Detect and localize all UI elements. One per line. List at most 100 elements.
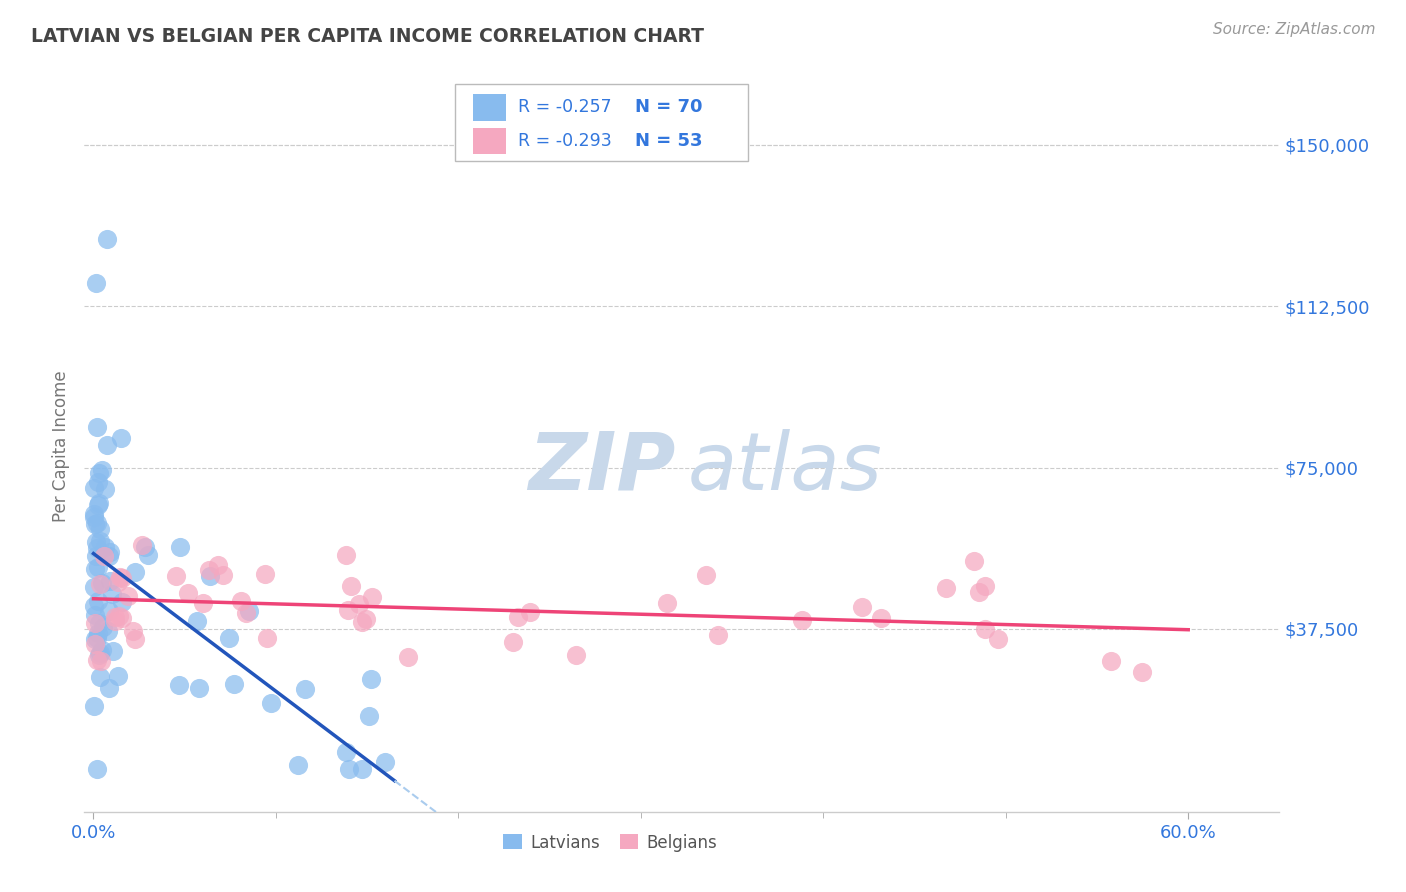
Point xyxy=(335,548,357,562)
Point xyxy=(706,628,728,642)
Point xyxy=(869,610,891,624)
Point xyxy=(90,654,112,668)
Point xyxy=(96,232,118,246)
Point xyxy=(357,709,380,723)
Point xyxy=(229,593,252,607)
Point xyxy=(967,585,990,599)
Point xyxy=(256,632,278,646)
Point xyxy=(87,498,110,512)
Point xyxy=(86,516,108,530)
Point xyxy=(165,568,187,582)
Point xyxy=(111,595,134,609)
Point xyxy=(86,419,108,434)
Point xyxy=(177,586,200,600)
Point xyxy=(260,697,283,711)
Point xyxy=(86,631,108,645)
Point xyxy=(86,626,108,640)
Point xyxy=(89,533,111,548)
Point xyxy=(97,549,120,563)
Point xyxy=(790,613,813,627)
Text: R = -0.257: R = -0.257 xyxy=(519,98,612,116)
Point xyxy=(91,463,114,477)
Point xyxy=(103,644,125,658)
Point xyxy=(86,535,108,549)
Point xyxy=(198,564,221,578)
Point xyxy=(360,672,382,686)
Point xyxy=(191,596,214,610)
Point xyxy=(124,566,146,580)
Point xyxy=(101,587,124,601)
Point xyxy=(207,558,229,572)
Point xyxy=(100,574,122,589)
Point xyxy=(104,614,127,628)
Point xyxy=(84,637,107,651)
Point xyxy=(87,466,110,480)
FancyBboxPatch shape xyxy=(472,95,506,120)
Point xyxy=(87,559,110,574)
Point xyxy=(396,649,419,664)
Point xyxy=(111,611,134,625)
Point xyxy=(1099,654,1122,668)
Point xyxy=(134,540,156,554)
Y-axis label: Per Capita Income: Per Capita Income xyxy=(52,370,70,522)
FancyBboxPatch shape xyxy=(472,128,506,154)
Point xyxy=(238,604,260,618)
Point xyxy=(136,548,159,562)
Point xyxy=(89,646,111,660)
Point xyxy=(91,643,114,657)
Point xyxy=(356,611,378,625)
Point xyxy=(83,581,105,595)
Point xyxy=(695,568,717,582)
Point xyxy=(169,540,191,554)
Point xyxy=(974,579,997,593)
Point xyxy=(83,481,105,495)
Point xyxy=(212,567,235,582)
Point xyxy=(187,681,209,695)
Point xyxy=(91,620,114,634)
Point xyxy=(84,632,107,646)
Point xyxy=(97,624,120,639)
Point xyxy=(87,594,110,608)
Point xyxy=(91,575,114,590)
Point xyxy=(111,570,134,584)
Point xyxy=(987,632,1010,647)
Point xyxy=(222,677,245,691)
Point xyxy=(84,276,107,290)
Point xyxy=(93,540,115,554)
Point xyxy=(86,541,108,555)
Point xyxy=(97,681,120,695)
Point xyxy=(340,579,363,593)
Point xyxy=(96,438,118,452)
Point xyxy=(361,590,384,604)
Point xyxy=(186,615,208,629)
Point xyxy=(84,562,107,576)
Point xyxy=(89,670,111,684)
Point xyxy=(374,756,396,770)
Point xyxy=(98,545,121,559)
Point xyxy=(84,615,107,630)
Point xyxy=(84,608,107,623)
Point xyxy=(506,609,529,624)
Point xyxy=(935,581,957,595)
Text: N = 53: N = 53 xyxy=(636,132,703,150)
Point xyxy=(89,576,111,591)
Point xyxy=(83,517,105,532)
Point xyxy=(335,745,357,759)
Text: ZIP: ZIP xyxy=(529,429,676,507)
Point xyxy=(963,554,986,568)
Point xyxy=(110,431,132,445)
Point xyxy=(89,648,111,663)
Point xyxy=(83,698,105,713)
Point xyxy=(104,610,127,624)
Point xyxy=(86,762,108,776)
FancyBboxPatch shape xyxy=(456,84,748,161)
Point xyxy=(107,609,129,624)
Point xyxy=(254,567,277,582)
Point xyxy=(1130,665,1153,679)
Point xyxy=(107,668,129,682)
Point xyxy=(352,615,374,630)
Point xyxy=(117,589,139,603)
Point xyxy=(83,510,105,524)
Point xyxy=(349,597,371,611)
Point xyxy=(87,496,110,510)
